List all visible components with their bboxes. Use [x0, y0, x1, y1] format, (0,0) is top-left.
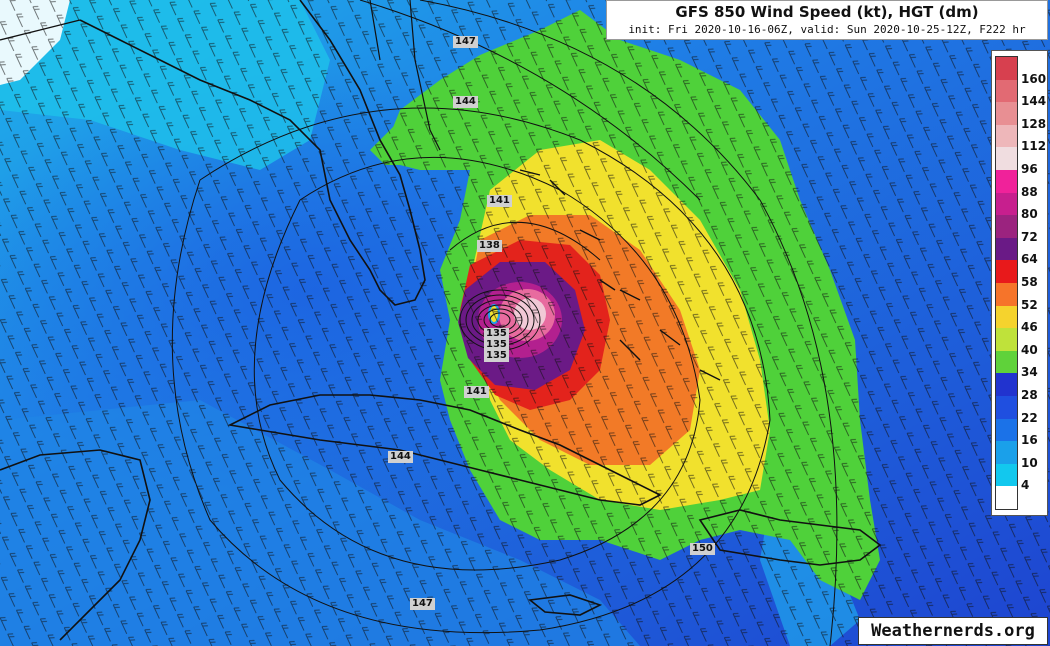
hgt-label: 144: [388, 451, 413, 463]
legend-label: 64: [1021, 252, 1038, 267]
legend-label: 80: [1021, 207, 1038, 222]
legend-label: 40: [1021, 342, 1038, 357]
legend-swatch: [996, 373, 1017, 397]
hgt-label: 147: [453, 36, 478, 48]
hgt-label: 141: [464, 386, 489, 398]
legend-swatch: [996, 192, 1017, 216]
legend-label: 46: [1021, 320, 1038, 335]
color-legend: 160 144 128 112 96 88 80 72 64 58 52 46 40 34 28 22 16 10…: [991, 50, 1048, 516]
legend-swatch: [996, 441, 1017, 465]
legend-label: 88: [1021, 184, 1038, 199]
hgt-label: 141: [487, 195, 512, 207]
legend-label: 34: [1021, 365, 1038, 380]
hgt-label: 135: [484, 350, 509, 362]
coastline-jamaica: [528, 594, 603, 616]
credit-watermark: Weathernerds.org: [858, 617, 1048, 645]
hgt-label: 135: [484, 328, 509, 340]
hgt-label: 144: [453, 96, 478, 108]
legend-label: 16: [1021, 433, 1038, 448]
legend-label: 112: [1021, 139, 1047, 154]
legend-swatch: [996, 396, 1017, 420]
legend-label: 160: [1021, 71, 1047, 86]
legend-label: 22: [1021, 410, 1038, 425]
legend-swatch: [996, 305, 1017, 329]
legend-swatch: [996, 283, 1017, 307]
map-subtitle: init: Fri 2020-10-16-06Z, valid: Sun 202…: [628, 23, 1026, 36]
coastline-hispaniola: [698, 509, 882, 566]
coastline-yucatan: [0, 449, 151, 641]
legend-swatch: [996, 215, 1017, 239]
title-box: GFS 850 Wind Speed (kt), HGT (dm) init: …: [606, 0, 1048, 40]
legend-color-bar: [995, 56, 1018, 510]
legend-label: 4: [1021, 478, 1030, 493]
legend-label: 144: [1021, 94, 1047, 109]
legend-label: 10: [1021, 455, 1038, 470]
legend-label: 52: [1021, 297, 1038, 312]
legend-label: 128: [1021, 116, 1047, 131]
map-title: GFS 850 Wind Speed (kt), HGT (dm): [675, 3, 979, 21]
legend-label: 28: [1021, 388, 1038, 402]
hgt-label: 147: [410, 598, 435, 610]
legend-swatch: [996, 350, 1017, 374]
legend-swatch: [996, 124, 1017, 148]
legend-label: 96: [1021, 162, 1038, 176]
legend-label: 58: [1021, 275, 1038, 289]
legend-label: 72: [1021, 229, 1038, 244]
legend-swatch: [996, 260, 1017, 284]
hgt-label: 138: [477, 240, 502, 252]
legend-swatch: [996, 486, 1017, 510]
legend-swatch: [996, 147, 1017, 171]
coastline-florida: [79, 0, 426, 306]
legend-swatch: [996, 463, 1017, 487]
legend-swatch: [996, 79, 1017, 103]
legend-swatch: [996, 328, 1017, 352]
hgt-label: 135: [484, 339, 509, 351]
coastline-cuba: [227, 394, 662, 506]
legend-swatch: [996, 418, 1017, 442]
hgt-label: 150: [690, 543, 715, 555]
legend-swatch: [996, 237, 1017, 261]
legend-swatch: [996, 57, 1017, 81]
legend-swatch: [996, 170, 1017, 194]
legend-swatch: [996, 102, 1017, 126]
